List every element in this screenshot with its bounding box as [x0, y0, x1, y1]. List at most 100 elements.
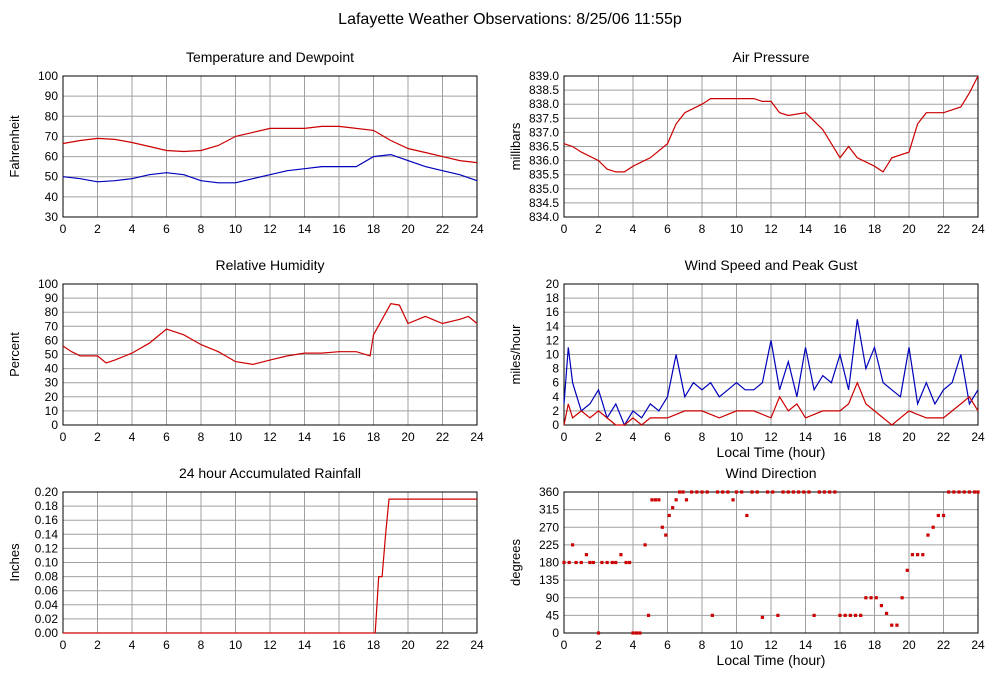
- data-point: [947, 490, 951, 494]
- data-point: [610, 560, 614, 565]
- y-tick-label: 834.5: [529, 196, 559, 210]
- x-tick-label: 8: [198, 638, 205, 652]
- data-point: [895, 623, 899, 627]
- chart-title: Wind Direction: [725, 465, 816, 481]
- x-tick-label: 18: [868, 430, 882, 444]
- x-tick-label: 16: [833, 638, 847, 652]
- x-tick-label: 20: [401, 430, 415, 444]
- x-tick-label: 24: [470, 638, 484, 652]
- data-point: [700, 490, 704, 494]
- data-point: [734, 490, 739, 494]
- data-point: [843, 613, 847, 617]
- x-tick-label: 2: [595, 638, 602, 652]
- data-point: [771, 490, 775, 494]
- data-point: [916, 553, 920, 557]
- y-tick-label: 0.08: [35, 570, 59, 584]
- series-line-red: [63, 498, 477, 634]
- data-point: [588, 560, 592, 565]
- data-point: [926, 533, 930, 537]
- y-tick-label: 100: [38, 69, 58, 83]
- data-point: [890, 623, 894, 627]
- x-tick-label: 0: [60, 222, 67, 236]
- data-point: [650, 498, 654, 502]
- data-point: [921, 553, 925, 557]
- y-tick-label: 50: [45, 170, 59, 184]
- y-tick-label: 30: [45, 376, 59, 390]
- y-tick-label: 135: [539, 573, 559, 587]
- y-tick-label: 40: [45, 362, 59, 376]
- y-tick-label: 0.16: [35, 513, 59, 527]
- y-tick-label: 837.0: [529, 125, 559, 139]
- x-tick-label: 22: [436, 430, 450, 444]
- y-tick-label: 60: [45, 333, 59, 347]
- x-tick-label: 22: [436, 638, 450, 652]
- x-tick-label: 6: [163, 638, 170, 652]
- data-point: [671, 506, 675, 510]
- x-tick-label: 20: [401, 222, 415, 236]
- data-point: [634, 631, 639, 635]
- data-point: [740, 490, 744, 494]
- data-point: [596, 631, 601, 635]
- y-tick-label: 20: [45, 390, 59, 404]
- x-tick-label: 12: [764, 222, 778, 236]
- data-point: [600, 560, 604, 565]
- data-point: [874, 596, 878, 600]
- data-point: [690, 490, 694, 494]
- y-tick-label: 0.12: [35, 541, 59, 555]
- x-tick-label: 10: [730, 430, 744, 444]
- x-tick-label: 18: [367, 222, 381, 236]
- data-point: [905, 568, 909, 572]
- x-tick-label: 4: [129, 222, 136, 236]
- data-point: [972, 490, 977, 494]
- y-tick-label: 6: [552, 376, 559, 390]
- y-tick-label: 839.0: [529, 69, 559, 83]
- x-tick-label: 10: [730, 638, 744, 652]
- x-tick-label: 18: [868, 638, 882, 652]
- x-tick-label: 20: [902, 430, 916, 444]
- x-tick-label: 16: [332, 222, 346, 236]
- data-point: [677, 490, 682, 494]
- x-tick-label: 4: [630, 430, 637, 444]
- x-tick-label: 10: [730, 222, 744, 236]
- y-tick-label: 70: [45, 129, 59, 143]
- data-point: [822, 490, 827, 494]
- x-tick-label: 24: [971, 222, 985, 236]
- y-tick-label: 836.5: [529, 140, 559, 154]
- plot-frame: [563, 283, 979, 426]
- y-tick-label: 90: [45, 291, 59, 305]
- data-point: [715, 490, 720, 494]
- y-tick-label: 835.5: [529, 168, 559, 182]
- plot-frame: [62, 75, 478, 218]
- x-tick-label: 14: [799, 430, 813, 444]
- x-tick-label: 24: [971, 430, 985, 444]
- x-tick-label: 16: [332, 430, 346, 444]
- y-tick-label: 90: [546, 591, 560, 605]
- y-tick-label: 0.14: [35, 527, 59, 541]
- y-tick-label: 100: [38, 277, 58, 291]
- y-tick-label: 18: [546, 291, 560, 305]
- data-point: [571, 543, 575, 547]
- chart-title: 24 hour Accumulated Rainfall: [179, 465, 361, 481]
- x-tick-label: 6: [163, 430, 170, 444]
- series-line-red: [62, 303, 478, 366]
- y-tick-label: 834.0: [529, 210, 559, 224]
- y-tick-label: 315: [539, 503, 559, 517]
- x-tick-label: 14: [799, 638, 813, 652]
- chart-title: Air Pressure: [732, 49, 809, 65]
- data-point: [721, 490, 725, 494]
- x-tick-label: 10: [229, 222, 243, 236]
- x-tick-label: 12: [263, 638, 277, 652]
- data-point: [574, 560, 578, 565]
- plot-frame: [563, 75, 979, 218]
- y-tick-label: 12: [546, 333, 560, 347]
- x-tick-label: 14: [799, 222, 813, 236]
- data-point: [786, 490, 790, 494]
- x-tick-label: 12: [764, 638, 778, 652]
- data-point: [931, 525, 935, 529]
- data-point: [910, 553, 915, 557]
- y-tick-label: 0.10: [35, 556, 59, 570]
- x-tick-label: 0: [60, 638, 67, 652]
